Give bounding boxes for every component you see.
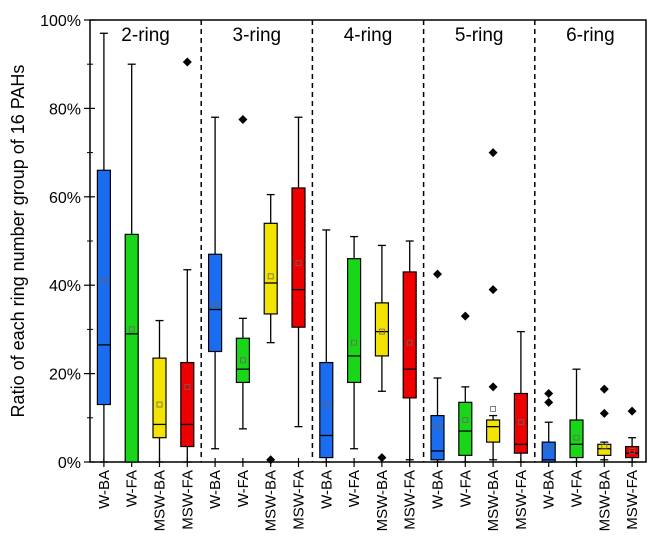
box-msw-fa [180, 361, 195, 448]
box-msw-fa [513, 392, 529, 454]
box-w-fa [124, 233, 139, 463]
mean-marker [462, 417, 469, 423]
group-title: 4-ring [344, 25, 393, 46]
mean-marker [212, 302, 219, 308]
mean-marker [406, 339, 413, 346]
plot-frame [89, 19, 647, 463]
outlier-point [182, 57, 192, 67]
box-msw-fa [624, 445, 640, 459]
box-msw-ba [152, 357, 167, 439]
x-category-label: MSW-BA [485, 470, 502, 531]
mean-marker [184, 383, 191, 390]
outlier-point [544, 388, 554, 398]
mean-marker [351, 339, 358, 346]
x-category-label: MSW-BA [263, 470, 280, 531]
mean-marker [295, 260, 302, 267]
group-title: 6-ring [566, 25, 615, 46]
box-w-fa [347, 258, 362, 384]
mean-marker [490, 406, 497, 412]
box-msw-ba [486, 419, 501, 443]
x-category-label: W-BA [207, 470, 224, 509]
box-w-ba [541, 441, 556, 463]
x-category-label: W-BA [318, 470, 335, 509]
y-tick-label: 100% [40, 13, 81, 30]
x-category-label: MSW-FA [513, 470, 530, 530]
x-category-label: MSW-BA [152, 470, 169, 531]
y-axis-label: Ratio of each ring number group of 16 PA… [8, 65, 28, 418]
y-tick-label: 0% [58, 455, 81, 472]
outlier-point [238, 114, 248, 124]
outlier-point [488, 285, 498, 295]
x-category-label: W-BA [430, 470, 447, 509]
box-w-ba [96, 169, 112, 406]
y-tick-label: 20% [49, 367, 81, 384]
box-msw-fa [402, 271, 417, 399]
outlier-point [488, 148, 498, 158]
mean-marker [601, 443, 608, 450]
box-msw-fa [291, 187, 306, 328]
box-w-fa [458, 401, 473, 456]
outlier-point [599, 408, 609, 418]
box-w-ba [430, 414, 445, 461]
x-category-label: MSW-BA [596, 470, 613, 531]
outlier-point [377, 453, 387, 463]
outlier-point [266, 455, 276, 465]
outlier-point [627, 406, 637, 416]
x-category-label: W-BA [541, 470, 558, 509]
mean-marker [573, 434, 580, 441]
outlier-point [433, 269, 442, 279]
x-category-label: W-FA [569, 470, 586, 507]
group-title: 3-ring [233, 25, 282, 46]
box-w-fa [235, 337, 250, 384]
mean-marker [629, 448, 635, 454]
outlier-point [599, 384, 609, 394]
mean-marker [518, 419, 524, 426]
mean-marker [267, 273, 274, 280]
x-category-label: W-FA [457, 470, 474, 507]
x-category-label: W-FA [235, 470, 252, 507]
group-title: 5-ring [455, 25, 504, 46]
y-tick-label: 40% [49, 278, 81, 295]
box-w-ba [319, 361, 334, 459]
mean-marker [378, 328, 385, 335]
x-category-label: W-BA [96, 470, 113, 509]
mean-marker [128, 326, 135, 333]
x-category-label: MSW-FA [402, 470, 419, 530]
outlier-point [544, 397, 554, 407]
mean-marker [434, 423, 441, 430]
group-title: 2-ring [121, 25, 170, 46]
x-category-label: MSW-FA [291, 470, 308, 530]
plot-area: 0% 20% 40% 60% 80% 100% 2-ring W-BA W-FA MSW-BA MS… [40, 13, 647, 531]
x-category-label: MSW-BA [374, 470, 391, 531]
x-category-label: W-FA [346, 470, 363, 507]
outlier-point [460, 311, 470, 321]
x-category-label: W-FA [124, 470, 141, 507]
x-category-label: MSW-FA [624, 470, 641, 530]
box-msw-ba [263, 222, 278, 315]
mean-marker [156, 401, 163, 408]
mean-marker [545, 445, 552, 452]
x-category-label: MSW-FA [179, 470, 196, 530]
mean-marker [239, 357, 246, 364]
box-msw-ba [597, 443, 612, 456]
y-tick-label: 80% [49, 101, 81, 118]
mean-marker [101, 277, 107, 284]
box-w-fa [569, 419, 584, 459]
mean-marker [323, 401, 330, 408]
y-tick-label: 60% [49, 190, 81, 207]
outlier-point [488, 382, 498, 392]
